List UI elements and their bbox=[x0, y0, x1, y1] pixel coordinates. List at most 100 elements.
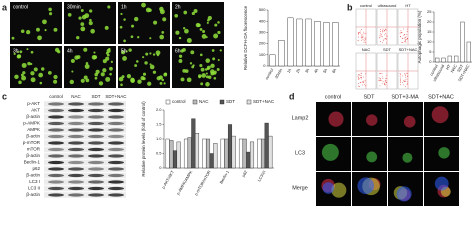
y-tick-label: 0 bbox=[159, 165, 162, 170]
event bbox=[400, 29, 402, 31]
event bbox=[358, 32, 359, 34]
cell bbox=[106, 53, 110, 57]
cell bbox=[36, 27, 40, 32]
bar bbox=[187, 137, 192, 169]
event bbox=[381, 73, 383, 74]
blot-strip bbox=[44, 120, 126, 127]
y-tick-label: 100 bbox=[259, 52, 266, 57]
event bbox=[382, 78, 384, 79]
cell bbox=[193, 8, 198, 13]
row-label: AKT bbox=[31, 108, 40, 113]
cell bbox=[106, 48, 111, 53]
event bbox=[380, 35, 382, 37]
bar bbox=[454, 55, 459, 63]
event bbox=[386, 74, 388, 76]
cell bbox=[217, 30, 221, 35]
cell-signal bbox=[366, 151, 378, 163]
cell bbox=[205, 72, 208, 75]
event bbox=[385, 33, 387, 35]
cell bbox=[69, 79, 74, 85]
cell bbox=[189, 62, 193, 65]
legend-label: SDT bbox=[226, 99, 235, 104]
band bbox=[68, 154, 84, 158]
cell bbox=[93, 51, 96, 54]
x-tick-label: 1h bbox=[286, 68, 293, 74]
band bbox=[108, 186, 124, 191]
cell bbox=[137, 36, 140, 39]
plot-label: SDT+NAC bbox=[399, 47, 418, 52]
event bbox=[360, 82, 362, 84]
event bbox=[407, 82, 408, 84]
event bbox=[402, 84, 404, 86]
cell bbox=[214, 23, 218, 27]
bar bbox=[278, 40, 285, 67]
cell bbox=[135, 60, 139, 63]
cell bbox=[121, 50, 125, 55]
cell bbox=[144, 61, 148, 65]
event bbox=[364, 85, 366, 87]
event bbox=[406, 84, 408, 85]
bar bbox=[314, 21, 321, 67]
band bbox=[108, 160, 124, 165]
bar bbox=[249, 141, 255, 169]
cell bbox=[80, 22, 85, 27]
blot-strip bbox=[44, 192, 126, 198]
row-label: Lamp2 bbox=[292, 115, 309, 121]
event bbox=[360, 73, 362, 75]
bar bbox=[231, 135, 236, 169]
event bbox=[403, 28, 405, 30]
x-tick-label: LC3II/I bbox=[256, 170, 266, 183]
x-tick-label: 6h bbox=[331, 68, 338, 74]
band bbox=[68, 173, 84, 178]
column-label: SDT+3-MA bbox=[391, 94, 419, 100]
event bbox=[361, 40, 363, 42]
y-tick-label: 400 bbox=[259, 18, 266, 23]
y-axis-label: Relative protein levels (fold of control… bbox=[141, 101, 146, 177]
event bbox=[383, 30, 385, 31]
band bbox=[88, 121, 104, 126]
event bbox=[403, 79, 405, 81]
x-tick-label: HT bbox=[445, 63, 452, 71]
cell bbox=[213, 72, 217, 75]
event bbox=[405, 75, 406, 77]
bar bbox=[220, 138, 225, 169]
blot-strip bbox=[44, 101, 126, 107]
blot-strip bbox=[44, 114, 126, 120]
band bbox=[48, 115, 64, 119]
event bbox=[399, 36, 401, 38]
event bbox=[407, 72, 408, 74]
bar bbox=[269, 54, 276, 67]
cell-signal bbox=[396, 186, 412, 202]
cell bbox=[130, 78, 135, 84]
cell bbox=[53, 27, 58, 32]
row-label: LC3 I bbox=[29, 179, 40, 184]
band bbox=[68, 147, 84, 152]
event bbox=[358, 76, 360, 78]
band bbox=[68, 121, 84, 126]
event bbox=[385, 84, 386, 86]
bar bbox=[209, 153, 214, 169]
cell bbox=[89, 9, 93, 13]
event bbox=[405, 41, 407, 43]
blot-strip bbox=[44, 146, 126, 153]
bar bbox=[176, 141, 181, 169]
cell bbox=[184, 28, 189, 34]
band bbox=[48, 173, 64, 178]
cell bbox=[147, 81, 152, 86]
cell bbox=[44, 29, 47, 32]
event bbox=[363, 76, 365, 78]
event bbox=[364, 39, 366, 41]
event bbox=[406, 78, 408, 80]
event bbox=[386, 36, 388, 37]
cell bbox=[16, 54, 21, 59]
band bbox=[108, 134, 124, 139]
event bbox=[359, 31, 360, 33]
row-label: β-actin bbox=[26, 153, 40, 158]
event bbox=[362, 34, 364, 36]
cell bbox=[47, 70, 52, 75]
y-tick-label: 20 bbox=[427, 19, 432, 24]
cell bbox=[205, 82, 210, 87]
cell bbox=[207, 75, 212, 79]
band bbox=[108, 141, 124, 145]
band bbox=[48, 128, 64, 132]
